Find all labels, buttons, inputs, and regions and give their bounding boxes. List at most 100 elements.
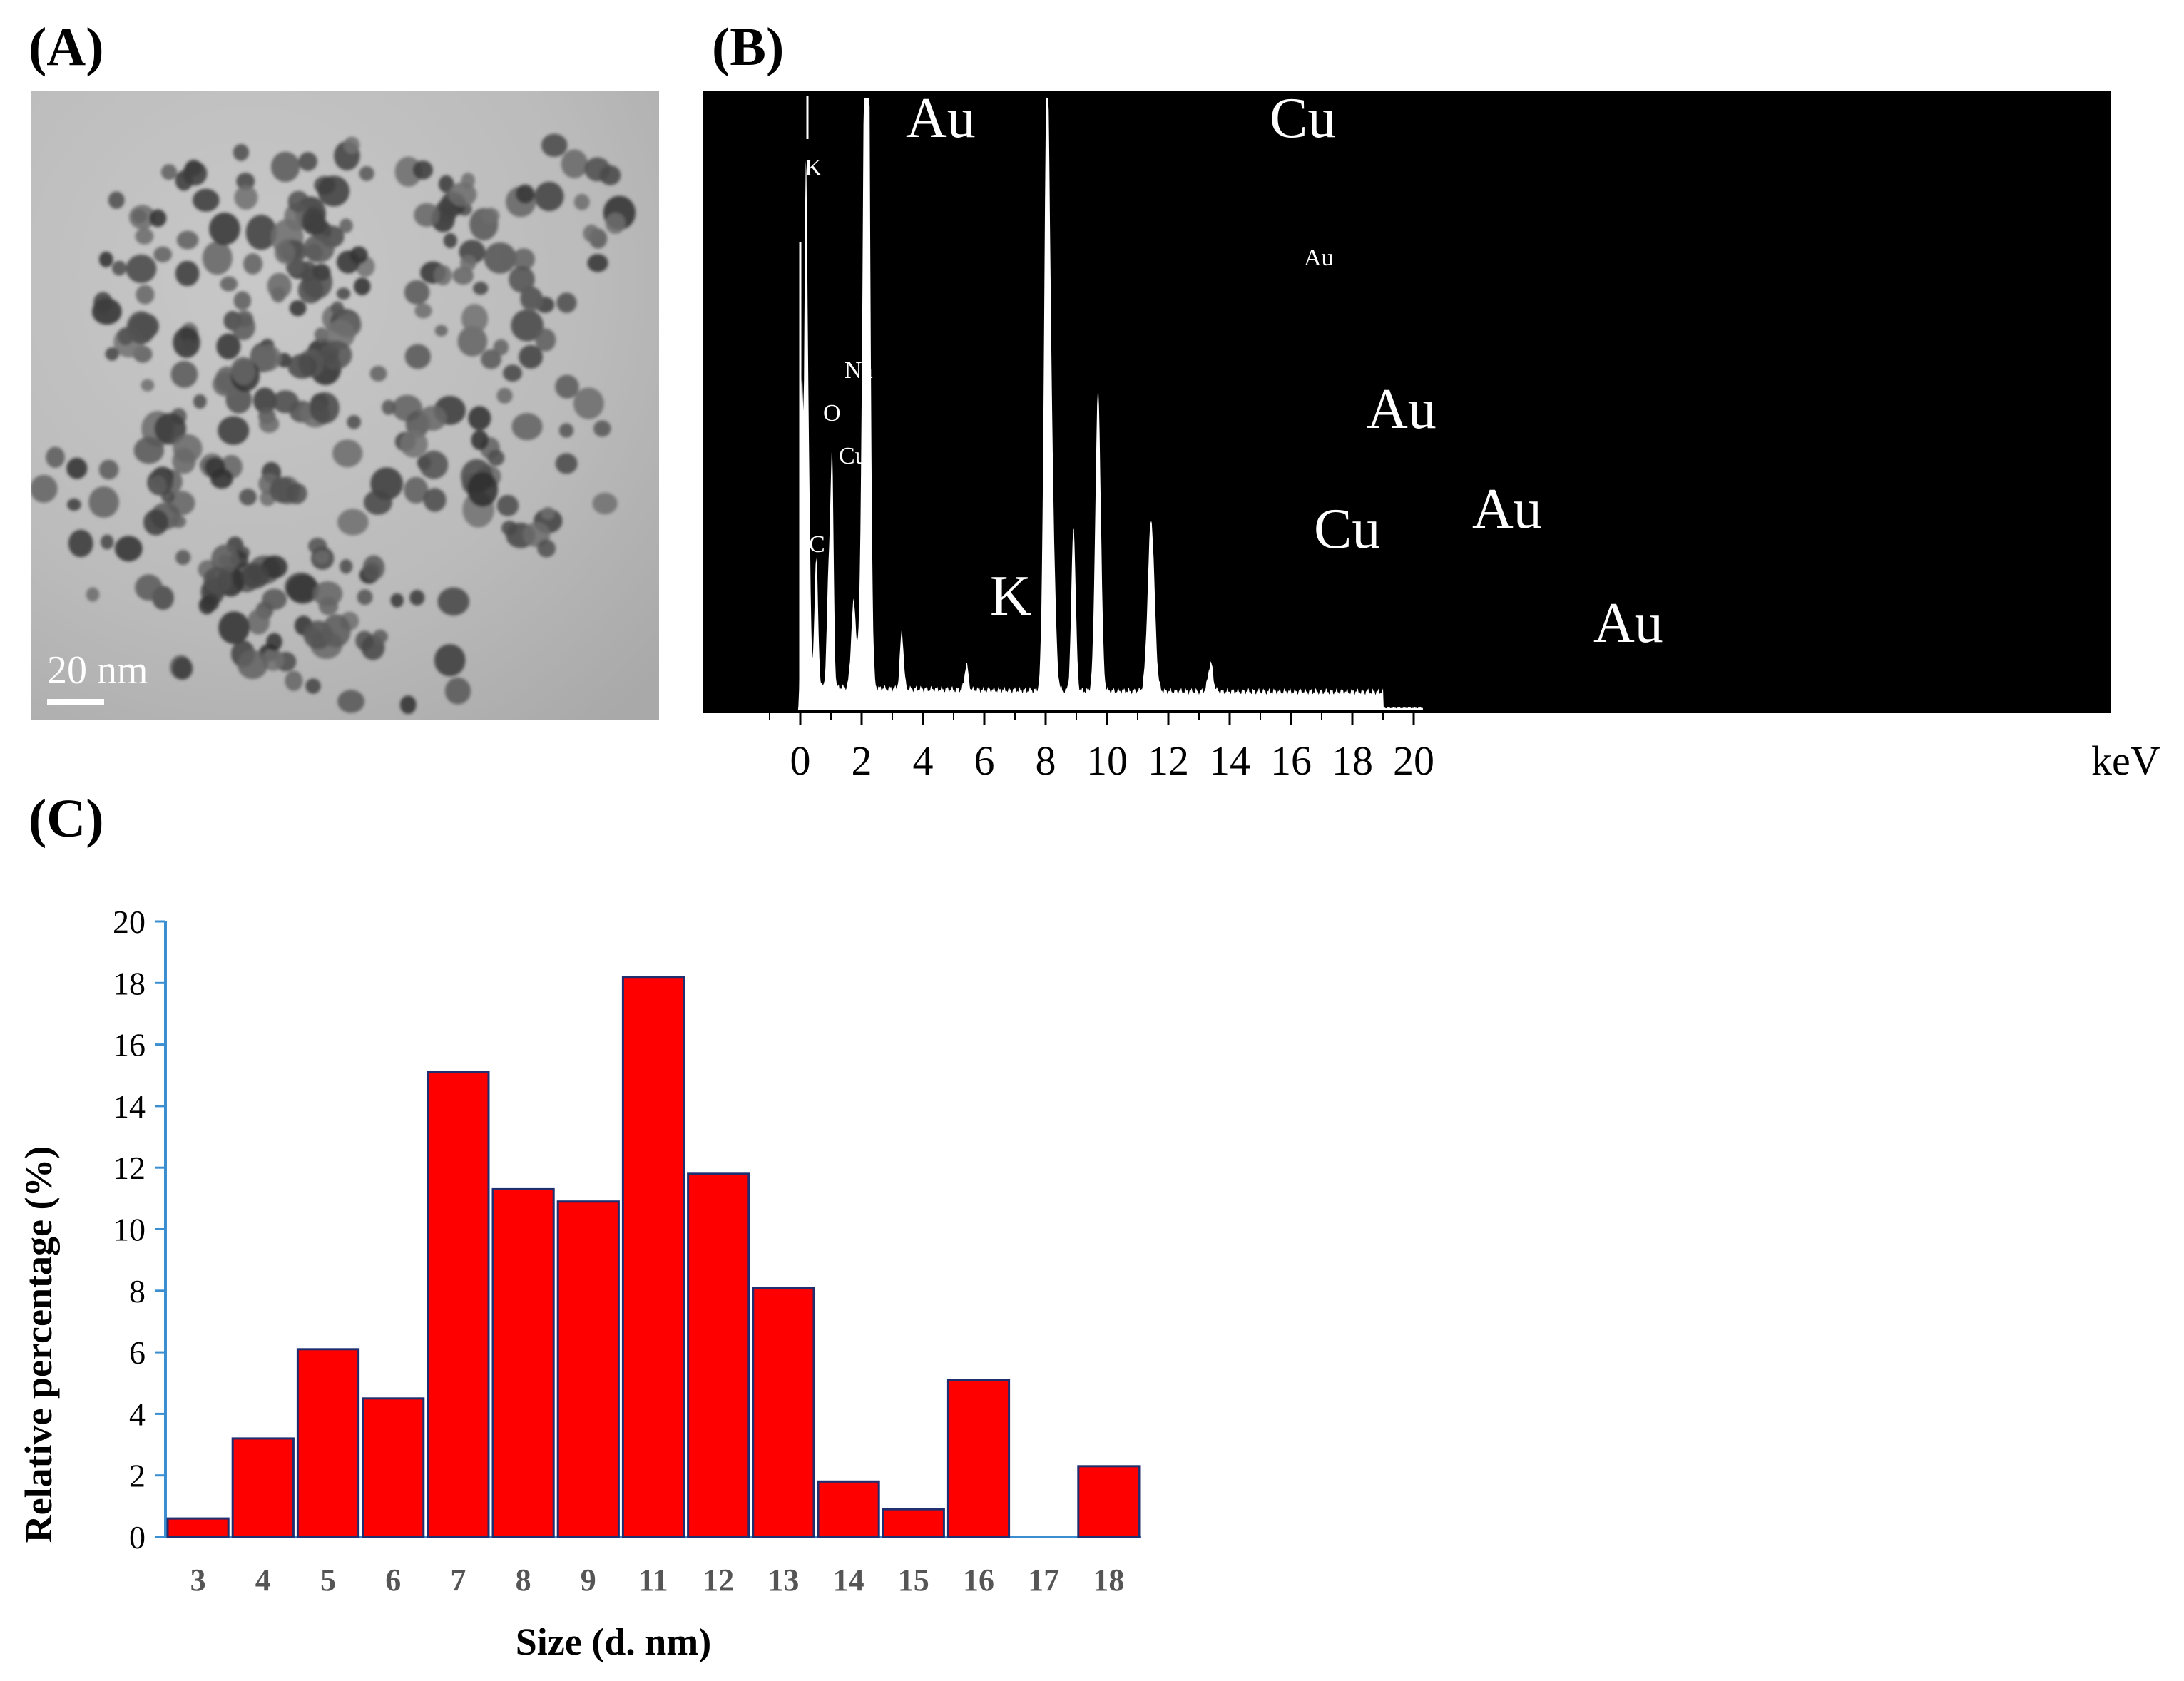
nanoparticle (287, 190, 310, 213)
nanoparticle (561, 149, 588, 179)
size-distribution-chart: 3 4 5 6 7 8 9 11 12 13 14 15 16 17 18 0 2 4 6 8 10 12 14 16 18 2… (17, 904, 1141, 1663)
nanoparticle (438, 175, 454, 193)
nanoparticle (305, 678, 321, 694)
nanoparticle (176, 230, 199, 250)
nanoparticle (216, 333, 241, 359)
panel-label-c: (C) (29, 789, 104, 849)
nanoparticle (153, 246, 173, 262)
hist-y-tick-label: 0 (129, 1519, 146, 1555)
nanoparticle (298, 152, 317, 171)
nanoparticle (302, 207, 325, 233)
nanoparticle (423, 488, 447, 512)
hist-bar (296, 1348, 360, 1538)
scale-bar (47, 699, 104, 705)
nanoparticle (336, 250, 360, 274)
nanoparticle (520, 287, 544, 312)
nanoparticle (444, 677, 471, 705)
eds-plot-background (703, 91, 2111, 712)
nanoparticle (452, 267, 474, 285)
nanoparticle (337, 509, 369, 536)
nanoparticle (237, 650, 268, 680)
eds-spectrum-fill (797, 98, 1423, 712)
hist-bars (166, 976, 1141, 1538)
nanoparticle (262, 588, 287, 610)
hist-x-tick-label: 8 (516, 1563, 531, 1598)
eds-peak-label-small: Na (844, 357, 873, 384)
nanoparticle (573, 193, 590, 210)
nanoparticle (330, 301, 345, 316)
nanoparticle (253, 387, 277, 414)
nanoparticle (404, 280, 430, 305)
nanoparticle (461, 173, 475, 189)
nanoparticle (234, 185, 258, 210)
nanoparticle (200, 594, 219, 612)
eds-spectrum: 0 2 4 6 8 10 12 14 16 18 20 keV Au Cu Au Au Cu K A… (703, 87, 2160, 784)
nanoparticle (399, 695, 417, 715)
nanoparticle (173, 434, 203, 463)
nanoparticle (287, 354, 317, 379)
nanoparticle (593, 420, 611, 437)
eds-tick-label: 12 (1148, 737, 1189, 784)
hist-y-tick-label: 8 (129, 1273, 146, 1309)
hist-bar (362, 1397, 425, 1538)
nanoparticle (133, 436, 164, 464)
nanoparticle (419, 450, 449, 479)
eds-peak-label-small: O (823, 400, 841, 426)
nanoparticle (205, 456, 225, 479)
hist-bar (1077, 1465, 1141, 1538)
hist-bar (946, 1379, 1011, 1538)
nanoparticle (467, 471, 499, 507)
nanoparticle (239, 489, 257, 506)
nanoparticle (101, 534, 114, 550)
nanoparticle (93, 292, 113, 314)
eds-peak-label: Cu (1270, 87, 1336, 150)
nanoparticle (362, 555, 385, 581)
nanoparticle (250, 344, 282, 372)
hist-bar (687, 1172, 750, 1538)
nanoparticle (247, 609, 270, 635)
nanoparticle (340, 559, 353, 574)
hist-x-tick-label: 16 (963, 1563, 994, 1598)
nanoparticle (175, 550, 191, 566)
nanoparticle (419, 405, 447, 431)
nanoparticle (437, 587, 470, 616)
nanoparticle (493, 339, 509, 356)
nanoparticle (68, 529, 93, 558)
nanoparticle (126, 311, 155, 344)
nanoparticle (372, 629, 388, 644)
nanoparticle (114, 536, 143, 562)
nanoparticle (587, 254, 608, 272)
hist-x-tick-label: 4 (255, 1563, 271, 1598)
nanoparticle (67, 498, 81, 511)
nanoparticle (135, 228, 154, 245)
hist-y-axis-title: Relative percentage (%) (17, 1146, 60, 1543)
nanoparticle (128, 205, 156, 230)
hist-x-tick-label: 7 (450, 1563, 466, 1598)
nanoparticle (484, 242, 516, 274)
nanoparticle (289, 300, 307, 317)
nanoparticle (112, 260, 127, 276)
nanoparticle (501, 521, 518, 536)
nanoparticle (337, 690, 365, 713)
hist-x-tick-label: 12 (703, 1563, 734, 1598)
nanoparticle (369, 365, 387, 382)
nanoparticle (460, 255, 476, 272)
nanoparticle (275, 241, 296, 264)
nanoparticle (511, 309, 544, 342)
nanoparticle (236, 173, 255, 190)
nanoparticle (511, 413, 543, 441)
nanoparticle (317, 175, 350, 207)
nanoparticle (287, 574, 320, 604)
nanoparticle (218, 416, 250, 445)
nanoparticle (270, 476, 295, 504)
nanoparticle (434, 265, 452, 286)
nanoparticle (98, 459, 119, 480)
nanoparticle (312, 581, 343, 607)
nanoparticle (230, 357, 255, 385)
nanoparticle (468, 406, 491, 431)
nanoparticle (409, 590, 425, 606)
nanoparticle (108, 191, 125, 209)
nanoparticle (363, 490, 392, 515)
nanoparticle (584, 157, 611, 182)
nanoparticle (481, 349, 501, 369)
